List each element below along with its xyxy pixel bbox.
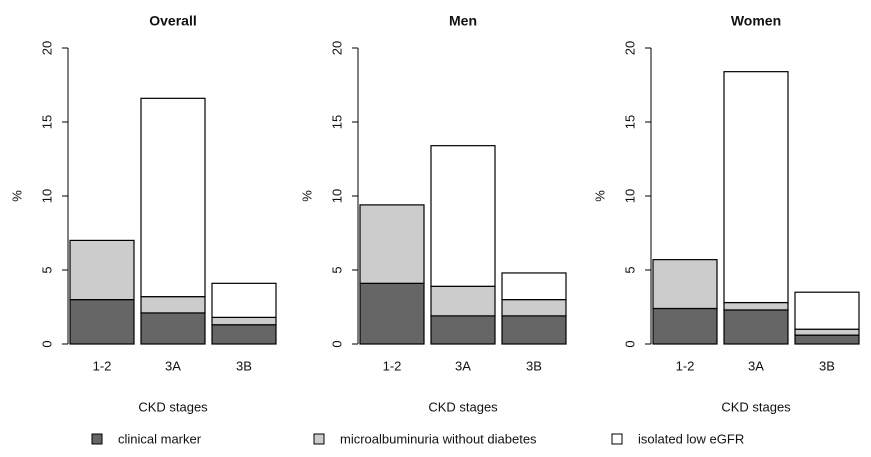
- bar-segment: [359, 204, 425, 284]
- x-tick-label: 3B: [236, 358, 252, 373]
- legend-swatch: [611, 433, 623, 445]
- x-tick-label: 3A: [455, 358, 471, 373]
- bar-segment: [794, 328, 860, 336]
- y-tick-label: 15: [329, 115, 344, 129]
- bar-segment: [359, 282, 425, 345]
- y-tick-label: 20: [39, 41, 54, 55]
- bar-segment: [794, 291, 860, 330]
- bar-segment: [211, 282, 277, 318]
- y-tick-label: 5: [39, 266, 54, 273]
- y-tick-label: 0: [39, 340, 54, 347]
- bar-segment: [501, 272, 567, 301]
- bar-segment: [211, 324, 277, 345]
- y-tick-label: 20: [622, 41, 637, 55]
- chart-title: Women: [731, 13, 781, 29]
- legend: clinical marker microalbuminuria without…: [91, 431, 744, 446]
- y-axis-label: %: [592, 190, 607, 202]
- y-tick-label: 10: [39, 189, 54, 203]
- legend-label: isolated low eGFR: [638, 431, 744, 446]
- bar-segment: [501, 299, 567, 317]
- bar-segment: [69, 299, 135, 345]
- x-tick-label: 3A: [748, 358, 764, 373]
- legend-label: clinical marker: [118, 431, 202, 446]
- x-tick-label: 3B: [526, 358, 542, 373]
- x-tick-label: 3A: [165, 358, 181, 373]
- bar-segment: [652, 259, 718, 310]
- bar-segment: [430, 315, 496, 345]
- bar-segment: [140, 296, 206, 314]
- x-tick-label: 3B: [819, 358, 835, 373]
- legend-label: microalbuminuria without diabetes: [340, 431, 537, 446]
- chart-title: Overall: [149, 13, 196, 29]
- bar-segment: [430, 285, 496, 317]
- y-tick-label: 10: [329, 189, 344, 203]
- bar-segment: [140, 312, 206, 345]
- y-tick-label: 5: [622, 266, 637, 273]
- bar-segment: [501, 315, 567, 345]
- bar-segment: [723, 301, 789, 311]
- bar-segment: [723, 71, 789, 304]
- bar-segment: [794, 334, 860, 345]
- bar-segment: [211, 316, 277, 326]
- chart-title: Men: [449, 13, 477, 29]
- y-tick-label: 5: [329, 266, 344, 273]
- y-tick-label: 20: [329, 41, 344, 55]
- y-tick-label: 0: [329, 340, 344, 347]
- bar-segment: [430, 145, 496, 287]
- x-tick-label: 1-2: [676, 358, 695, 373]
- legend-swatch: [313, 433, 325, 445]
- y-axis-label: %: [299, 190, 314, 202]
- y-tick-label: 15: [622, 115, 637, 129]
- x-tick-label: 1-2: [383, 358, 402, 373]
- y-tick-label: 0: [622, 340, 637, 347]
- bar-segment: [140, 97, 206, 298]
- y-axis-label: %: [9, 190, 24, 202]
- x-axis-label: CKD stages: [428, 399, 498, 414]
- bar-segment: [69, 239, 135, 301]
- x-axis-label: CKD stages: [138, 399, 208, 414]
- legend-swatch: [91, 433, 103, 445]
- bar-segment: [723, 309, 789, 345]
- bar-segment: [652, 307, 718, 345]
- y-tick-label: 15: [39, 115, 54, 129]
- x-tick-label: 1-2: [93, 358, 112, 373]
- y-tick-label: 10: [622, 189, 637, 203]
- x-axis-label: CKD stages: [721, 399, 791, 414]
